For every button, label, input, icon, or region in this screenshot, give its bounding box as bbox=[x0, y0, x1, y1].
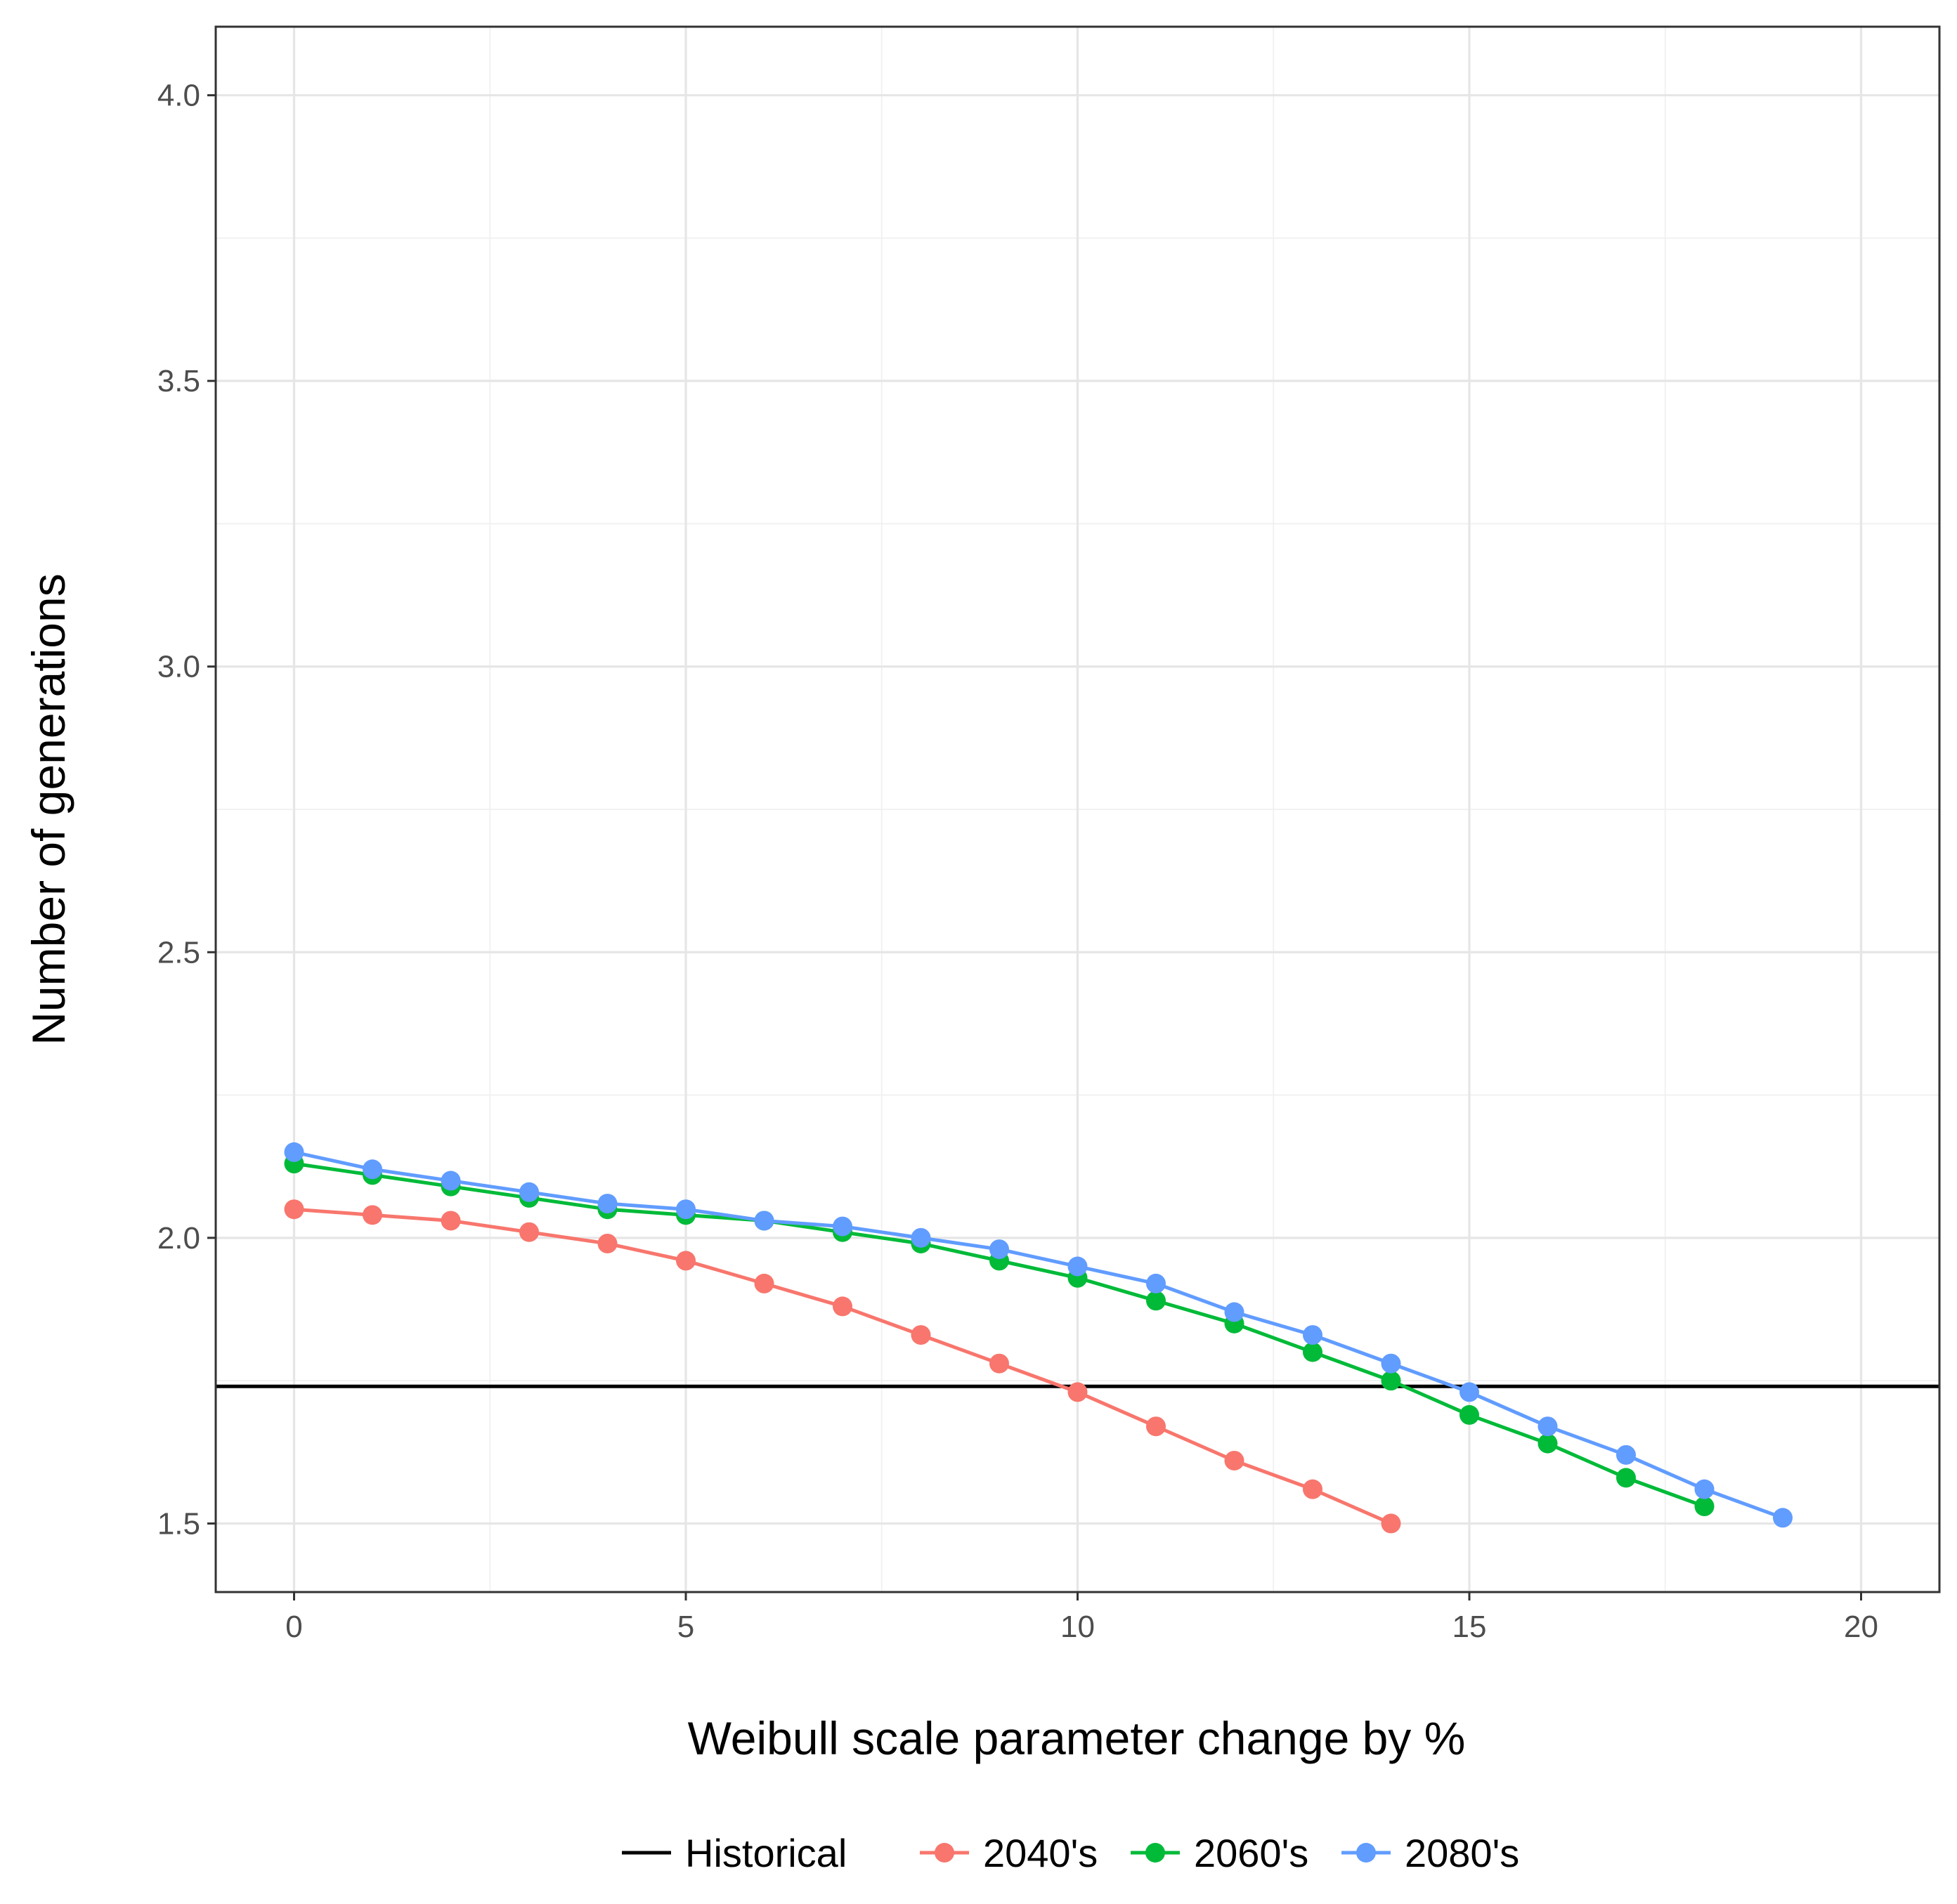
data-point-2080s bbox=[1773, 1508, 1793, 1528]
data-point-2080s bbox=[911, 1227, 931, 1248]
data-point-2040s bbox=[1381, 1513, 1401, 1534]
data-point-2080s bbox=[1459, 1382, 1479, 1402]
data-point-2040s bbox=[597, 1233, 618, 1253]
data-point-2040s bbox=[754, 1273, 774, 1293]
legend: Historical 2040's 2060's 2080's bbox=[622, 1831, 1519, 1875]
y-tick-label: 2.0 bbox=[157, 1221, 200, 1256]
data-point-2060s bbox=[1537, 1433, 1558, 1454]
legend-label: 2060's bbox=[1194, 1831, 1308, 1875]
data-point-2080s bbox=[597, 1194, 618, 1214]
legend-key-point bbox=[935, 1843, 954, 1863]
series-line-2040s bbox=[294, 1207, 1392, 1525]
data-point-2040s bbox=[676, 1251, 696, 1271]
x-tick-label: 20 bbox=[1844, 1610, 1878, 1644]
data-point-2080s bbox=[1694, 1479, 1715, 1499]
data-point-2080s bbox=[1067, 1256, 1088, 1277]
data-point-2080s bbox=[833, 1216, 852, 1237]
data-point-2040s bbox=[441, 1211, 461, 1231]
data-point-2080s bbox=[754, 1211, 774, 1231]
legend-item-2040s: 2040's bbox=[920, 1831, 1098, 1875]
legend-key-point bbox=[1145, 1843, 1165, 1863]
data-point-2040s bbox=[1303, 1479, 1322, 1499]
y-tick-label: 4.0 bbox=[157, 79, 200, 113]
x-axis-title: Weibull scale parameter change by % bbox=[688, 1712, 1466, 1764]
data-point-2080s bbox=[1146, 1273, 1166, 1293]
data-point-2040s bbox=[1224, 1450, 1244, 1471]
legend-item-2060s: 2060's bbox=[1131, 1831, 1308, 1875]
axes: 0 5 10 15 20 1.5 2.0 2.5 3.0 3.5 4.0 bbox=[157, 79, 1878, 1644]
grid bbox=[216, 27, 1939, 1592]
x-tick-label: 15 bbox=[1452, 1610, 1487, 1644]
data-point-2040s bbox=[363, 1205, 382, 1225]
data-point-2040s bbox=[519, 1222, 539, 1242]
legend-item-historical: Historical bbox=[622, 1831, 847, 1875]
y-tick-label: 3.5 bbox=[157, 364, 200, 398]
data-point-2080s bbox=[1381, 1353, 1401, 1374]
series-line-2080s bbox=[293, 1150, 1783, 1520]
data-point-2080s bbox=[989, 1239, 1009, 1260]
data-point-2080s bbox=[519, 1182, 539, 1202]
data-point-2080s bbox=[1537, 1416, 1558, 1437]
y-tick-label: 1.5 bbox=[157, 1506, 200, 1541]
data-point-2080s bbox=[1303, 1325, 1322, 1345]
x-tick-label: 10 bbox=[1060, 1610, 1095, 1644]
legend-label: 2040's bbox=[983, 1831, 1098, 1875]
data-point-2040s bbox=[989, 1353, 1009, 1374]
data-point-2060s bbox=[1694, 1497, 1715, 1517]
data-point-2040s bbox=[284, 1199, 304, 1220]
data-point-2080s bbox=[1616, 1445, 1636, 1465]
legend-item-2080s: 2080's bbox=[1341, 1831, 1519, 1875]
data-point-2080s bbox=[676, 1199, 696, 1220]
legend-label: 2080's bbox=[1405, 1831, 1519, 1875]
data-point-2060s bbox=[1146, 1291, 1166, 1311]
data-point-2060s bbox=[1616, 1468, 1636, 1488]
data-point-2080s bbox=[441, 1171, 461, 1191]
data-point-2080s bbox=[284, 1142, 304, 1162]
x-tick-label: 0 bbox=[285, 1610, 302, 1644]
legend-key-point bbox=[1356, 1843, 1376, 1863]
data-point-2080s bbox=[363, 1159, 382, 1180]
data-point-2040s bbox=[911, 1325, 931, 1345]
series-line-2060s bbox=[294, 1161, 1705, 1508]
y-tick-label: 3.0 bbox=[157, 650, 200, 684]
y-axis-title: Number of generations bbox=[22, 573, 74, 1045]
data-point-2060s bbox=[1459, 1404, 1479, 1425]
data-point-2060s bbox=[1303, 1342, 1322, 1362]
data-point-2060s bbox=[1381, 1371, 1401, 1391]
series-layer bbox=[216, 1142, 1939, 1534]
x-tick-label: 5 bbox=[677, 1610, 694, 1644]
data-point-2080s bbox=[1224, 1302, 1244, 1322]
legend-label: Historical bbox=[685, 1831, 847, 1875]
data-point-2040s bbox=[1067, 1382, 1088, 1402]
data-point-2040s bbox=[1146, 1416, 1166, 1437]
data-point-2040s bbox=[833, 1296, 852, 1317]
y-tick-label: 2.5 bbox=[157, 935, 200, 970]
